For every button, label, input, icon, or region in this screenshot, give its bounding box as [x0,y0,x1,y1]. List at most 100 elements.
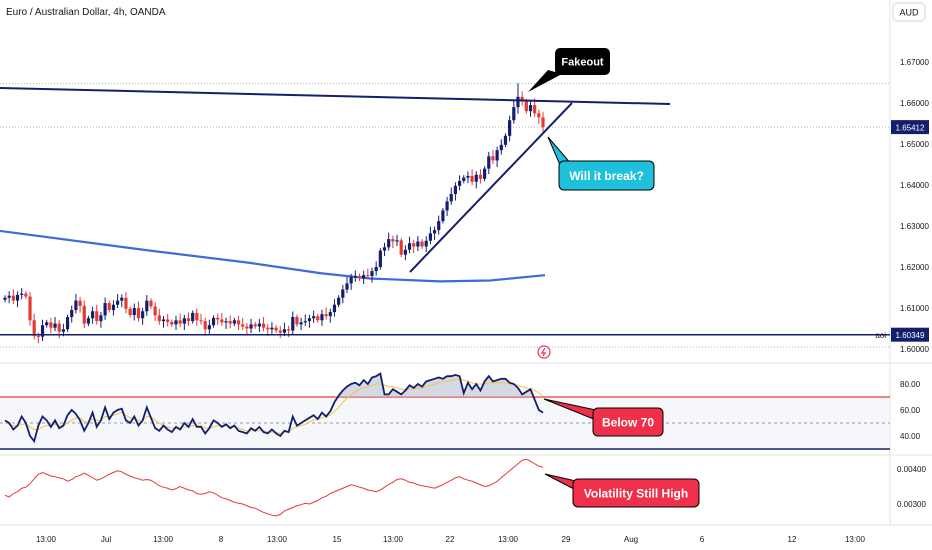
time-tick-label: Jul [101,535,111,544]
candle-body [186,318,191,322]
candle-body [3,297,7,300]
candle-body [241,324,245,327]
candle-body [378,250,382,267]
candle-body [124,297,128,309]
candle-body [136,308,141,319]
candle-body [161,319,166,322]
candle-body [424,240,428,247]
candle-body [128,308,132,315]
aoi-label: aoi [875,331,886,340]
candle-body [349,277,353,284]
currency-button-frame [892,2,926,22]
candle-body [53,323,57,328]
fakeout-callout[interactable]: Fakeout [528,48,610,92]
candle-body [491,156,495,161]
candle-body [207,325,211,330]
candle-body [370,271,374,277]
candle-body [116,300,120,305]
resistance-trendline [0,87,671,105]
candle-body [303,321,307,323]
candle-body [261,323,266,328]
candle-body [337,297,341,305]
volatility-tick-label: 0.00300 [897,500,926,509]
candle-body [341,289,345,298]
candle-body [362,275,366,279]
candles [3,83,545,344]
volatility-pane[interactable] [4,458,544,517]
rsi-tick-label: 80.00 [900,380,921,389]
candle-body [7,295,11,298]
candle-body [111,304,116,311]
price-tick-label: 1.66000 [900,99,929,108]
price-tick-label: 1.63000 [900,222,929,231]
volatility-callout-text: Volatility Still High [584,487,688,501]
currency-button[interactable]: AUD [892,2,926,22]
candle-body [420,241,424,247]
candle-body [291,317,295,331]
price-tick-label: 1.60000 [900,345,929,354]
fakeout-callout-text: Fakeout [561,57,604,69]
fakeout-callout-pointer [528,70,562,92]
time-tick-label: 13:00 [845,535,866,544]
candle-body [32,320,36,336]
candle-body [395,240,399,242]
candle-body [78,300,82,306]
candle-body [49,322,53,328]
candle-body [45,322,49,326]
candle-body [211,317,216,326]
candle-body [332,304,337,313]
candle-body [65,317,70,330]
candle-body [470,175,474,182]
candle-body [382,247,387,251]
time-tick-label: 15 [333,535,342,544]
candle-body [387,239,391,248]
will-it-break-callout[interactable]: Will it break? [547,136,655,191]
axes: 1.67000 1.66000 1.65000 1.64000 1.63000 1.620… [36,58,929,544]
price-pane[interactable] [0,82,890,348]
candle-body [120,297,124,301]
candle-body [224,321,228,323]
candle-body [374,267,378,272]
candle-body [328,312,332,317]
volatility-tick-label: 0.00400 [897,465,926,474]
rsi-pane[interactable] [0,372,890,450]
volatility-line [4,458,544,517]
time-tick-label: 13:00 [267,535,288,544]
candle-body [391,239,395,242]
candle-body [153,306,157,316]
price-tick-label: 1.62000 [900,263,929,272]
volatility-callout[interactable]: Volatility Still High [544,473,700,508]
candle-body [449,194,453,202]
candle-body [132,308,136,315]
candle-body [503,135,508,145]
time-tick-label: 13:00 [498,535,519,544]
below-70-callout[interactable]: Below 70 [543,398,664,437]
alert-icon-bolt [540,347,547,357]
candle-body [462,177,466,181]
candle-body [270,327,274,330]
candle-body [257,323,262,327]
rsi-overbought-fill [5,373,543,397]
candle-body [366,275,370,277]
current-price-badge [891,120,929,135]
time-tick-label: 29 [562,535,571,544]
alert-icon[interactable] [537,345,551,359]
time-tick-label: 13:00 [383,535,404,544]
time-tick-label: 8 [219,535,224,544]
candle-body [312,316,316,319]
candle-body [86,318,91,324]
candle-body [203,321,207,330]
candle-body [445,201,449,211]
candle-body [170,321,174,325]
candle-body [295,317,299,325]
candle-body [36,335,40,337]
candle-body [253,324,257,327]
candle-body [166,319,170,322]
candle-body [57,323,61,332]
candle-body [195,312,199,321]
candle-body [236,320,241,325]
candle-body [499,144,503,151]
candle-body [416,241,420,247]
candle-body [299,322,303,325]
